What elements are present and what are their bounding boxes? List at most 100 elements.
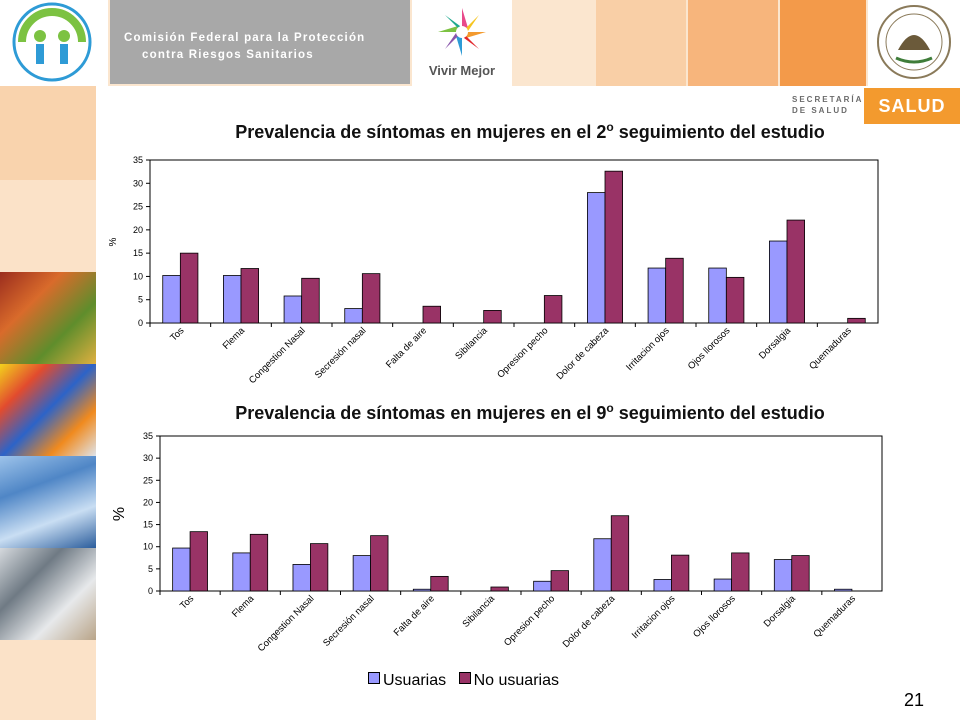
chart-2-bar-no-usuarias <box>189 531 208 592</box>
chart-1-y-tick-label: 5 <box>138 295 143 305</box>
chart-1-bar-no-usuarias <box>786 219 805 324</box>
header-band-orange-2 <box>688 0 778 86</box>
pills-photo <box>0 364 96 456</box>
vivir-mejor-logo <box>412 0 512 86</box>
chart-2-y-tick-label: 25 <box>143 475 153 485</box>
chart-2-category-label: Dorsalgia <box>762 593 799 630</box>
chart-2-category-label: Tos <box>178 593 196 611</box>
mexico-seal <box>868 0 960 86</box>
chart-2-bar-usuarias <box>412 588 432 592</box>
chart-2-y-tick-label: 15 <box>143 520 153 530</box>
chart-1-bar-no-usuarias <box>483 310 502 324</box>
chart-1-plot-frame <box>149 159 879 324</box>
page-number: 21 <box>904 690 925 710</box>
chart-2-y-tick-label: 0 <box>148 586 153 596</box>
vivir-mejor-label: Vivir Mejor <box>428 63 496 78</box>
chart-1-y-tick-label: 25 <box>133 202 143 212</box>
secretaria-line-2: DE SALUD <box>792 106 849 115</box>
chart-1-y-tick-label: 10 <box>133 271 143 281</box>
chart-2-category-label: Opresion pecho <box>502 593 557 648</box>
chart-2-y-axis-label: % <box>111 507 128 521</box>
agency-line-1: Comisión Federal para la Protección <box>124 32 366 44</box>
laboratory-photo <box>0 548 96 640</box>
agency-banner <box>110 0 410 84</box>
chart-2-bar-no-usuarias <box>791 555 810 592</box>
chart-1-title-main: Prevalencia de síntomas en mujeres en el… <box>235 122 607 142</box>
legend-item-no-usuarias: No usuarias <box>458 672 559 690</box>
chart-2-bar-usuarias <box>773 559 793 592</box>
chart-2-y-tick-label: 35 <box>143 431 153 441</box>
chart-1-category-label: Dolor de cabeza <box>554 325 611 382</box>
header-band-orange-3 <box>780 0 866 86</box>
chart-2-bar-no-usuarias <box>370 535 389 592</box>
chart-2-category-label: Ojos llorosos <box>691 593 738 640</box>
salud-badge: SALUD <box>864 88 960 124</box>
chart-2-category-label: Congestion Nasal <box>256 593 317 654</box>
chart-1-category-label: Opresion pecho <box>495 325 550 380</box>
agency-line-2: contra Riesgos Sanitarios <box>142 49 314 61</box>
header-band-orange-1 <box>596 0 686 86</box>
legend-swatch-no-usuarias <box>458 672 471 684</box>
chart-2-bar-usuarias <box>352 555 371 592</box>
cofepris-logo <box>0 0 108 86</box>
chart-2-title-main: Prevalencia de síntomas en mujeres en el… <box>235 403 607 423</box>
chart-1-y-tick-label: 35 <box>133 155 143 165</box>
chart-2-title: Prevalencia de síntomas en mujeres en el… <box>100 401 960 424</box>
chart-1-category-label: Congestion Nasal <box>247 325 308 386</box>
chart-1-y-axis-label: % <box>108 237 119 246</box>
chart-2-y-tick-label: 5 <box>148 564 153 574</box>
agency-name: Comisión Federal para la Protección cont… <box>124 30 410 64</box>
chart-1-bar-no-usuarias <box>361 273 381 324</box>
chart-2-bar-no-usuarias <box>249 533 269 592</box>
chart-1-title-superscript: o <box>606 120 614 134</box>
chart-2-category-label: Quemaduras <box>811 593 858 640</box>
chart-1-bar-no-usuarias <box>240 268 259 324</box>
chart-2-bar-no-usuarias <box>310 543 329 592</box>
chart-1-y-tick-label: 20 <box>133 225 143 235</box>
chart-1-bar-usuarias <box>223 275 242 324</box>
chart-1-bar-usuarias <box>647 267 667 324</box>
chart-2-bar-no-usuarias <box>671 554 690 592</box>
chart-2-bar-usuarias <box>533 580 552 592</box>
chart-2-bar-usuarias <box>834 588 853 592</box>
chart-2-bar-no-usuarias <box>430 575 449 592</box>
legend-label-no-usuarias: No usuarias <box>473 672 559 689</box>
chart-2-bar-no-usuarias <box>610 515 630 592</box>
chart-2-category-label: Irritacion ojos <box>630 593 678 641</box>
chart-1-bar-usuarias <box>283 295 303 324</box>
food-photo <box>0 272 96 364</box>
chart-2-bar-usuarias <box>172 547 191 592</box>
secretaria-label: SECRETARÍA DE SALUD <box>792 94 863 116</box>
chart-1-bar-no-usuarias <box>725 276 745 324</box>
chart-2-bar-usuarias <box>292 564 311 592</box>
chart-2-title-end: seguimiento del estudio <box>613 403 825 423</box>
chart-2-bar-usuarias <box>232 552 251 592</box>
chart-1-y-tick-label: 15 <box>133 248 143 258</box>
chart-1-category-label: Irritacion ojos <box>624 325 672 373</box>
chart-1-bar-usuarias <box>344 308 363 324</box>
chart-1-category-label: Flema <box>221 325 248 352</box>
chart-2-y-tick-label: 20 <box>143 497 153 507</box>
chart-1-bar-no-usuarias <box>847 317 866 324</box>
chart-2-y-tick-label: 10 <box>143 542 153 552</box>
chart-2-bar-no-usuarias <box>490 586 509 592</box>
secretaria-line-1: SECRETARÍA <box>792 95 864 104</box>
chart-1-bar-no-usuarias <box>179 252 199 324</box>
chart-1-y-tick-label: 0 <box>138 318 143 328</box>
chart-1-bar-usuarias <box>769 240 788 324</box>
chart-1-bar-no-usuarias <box>543 295 563 324</box>
chart-2-bar-usuarias <box>653 579 672 592</box>
chart-1-category-label: Tos <box>168 325 186 343</box>
legend-label-usuarias: Usuarias <box>383 672 447 689</box>
legend: Usuarias No usuarias <box>368 672 567 692</box>
chart-2-category-label: Flema <box>230 593 257 620</box>
chart-1-bar-no-usuarias <box>301 277 320 324</box>
chart-1-category-label: Secresión nasal <box>313 325 369 381</box>
chart-1-title-end: seguimiento del estudio <box>613 122 825 142</box>
chart-1-title: Prevalencia de síntomas en mujeres en el… <box>100 120 960 143</box>
legend-item-usuarias: Usuarias <box>368 672 446 690</box>
chart-1-category-label: Ojos llorosos <box>686 325 733 372</box>
chart-2-bar-usuarias <box>593 538 612 592</box>
chart-1-bar-no-usuarias <box>665 257 684 324</box>
